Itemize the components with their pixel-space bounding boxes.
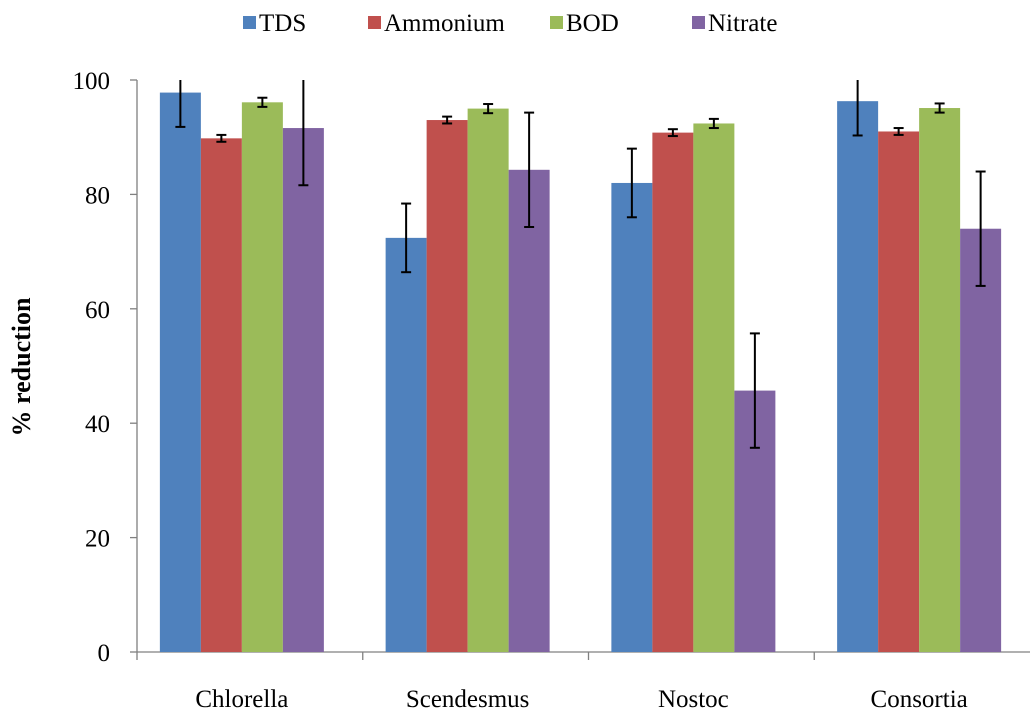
bar-bod-scendesmus: [467, 108, 509, 653]
bar-nitrate-chlorella: [282, 128, 324, 653]
y-axis-label: % reduction: [7, 297, 36, 436]
legend-swatch-ammonium: [368, 16, 381, 29]
y-tick-label: 100: [73, 68, 111, 95]
x-tick-label: Scendesmus: [406, 686, 530, 713]
legend: TDS Ammonium BOD Nitrate: [243, 10, 777, 37]
bar-nitrate-consortia: [960, 228, 1002, 652]
bar-bod-chlorella: [241, 102, 283, 653]
bar-ammonium-chlorella: [200, 138, 242, 652]
y-tick-label: 40: [85, 411, 110, 438]
x-tick-label: Consortia: [871, 686, 968, 713]
legend-label-tds: TDS: [259, 10, 306, 37]
x-axis: Chlorella Scendesmus Nostoc Consortia: [136, 651, 1030, 713]
bar-tds-nostoc: [611, 182, 653, 652]
legend-swatch-bod: [550, 16, 563, 29]
bar-tds-chlorella: [159, 92, 201, 653]
legend-label-bod: BOD: [566, 10, 619, 37]
bar-bod-consortia: [919, 108, 961, 652]
bar-ammonium-scendesmus: [426, 120, 468, 653]
bars: [159, 92, 1002, 653]
y-tick-label: 0: [98, 640, 111, 667]
y-axis: 0 20 40 60 80 100: [73, 68, 138, 667]
legend-swatch-tds: [243, 16, 256, 29]
bar-tds-consortia: [837, 101, 879, 652]
y-tick-label: 20: [85, 526, 110, 553]
bar-ammonium-nostoc: [652, 132, 694, 652]
legend-label-ammonium: Ammonium: [384, 10, 505, 37]
y-tick-label: 80: [85, 182, 110, 209]
legend-swatch-nitrate: [692, 16, 705, 29]
bar-bod-nostoc: [693, 123, 735, 653]
error-bars: [175, 80, 986, 449]
bar-tds-scendesmus: [385, 237, 427, 652]
y-tick-label: 60: [85, 297, 110, 324]
legend-label-nitrate: Nitrate: [708, 10, 777, 37]
x-tick-label: Nostoc: [658, 686, 729, 713]
x-tick-label: Chlorella: [195, 686, 288, 713]
bar-ammonium-consortia: [878, 131, 920, 653]
bar-nitrate-scendesmus: [508, 169, 550, 652]
